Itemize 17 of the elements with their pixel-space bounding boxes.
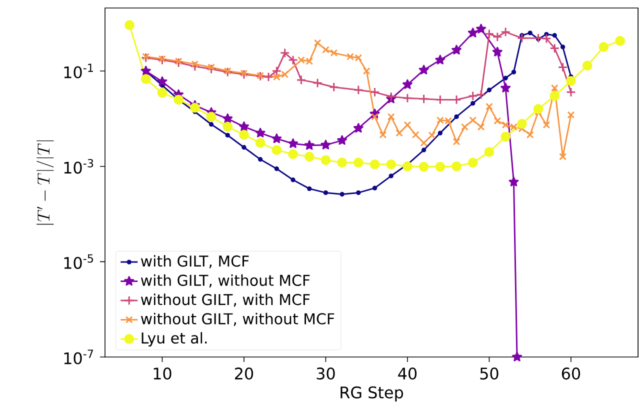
legend-label: with GILT, without MCF (140, 274, 310, 288)
x-tick-label: 30 (316, 368, 335, 380)
x-axis-title: RG Step (340, 386, 404, 402)
y-tick-label: 10$^{-1}$ (64, 64, 93, 78)
x-tick-label: 40 (398, 368, 417, 380)
legend-label: without GILT, with MCF (140, 294, 310, 307)
legend-label: Lyu et al. (142, 332, 207, 347)
x-tick-label: 60 (562, 368, 580, 380)
x-tick-label: 10 (154, 368, 172, 380)
legend-label: with GILT, MCF (140, 255, 249, 268)
x-tick-label: 20 (235, 368, 254, 380)
legend-label: without GILT, without MCF (140, 312, 334, 326)
y-tick-label: 10$^{-5}$ (64, 254, 94, 269)
y-tick-label: 10$^{-7}$ (64, 350, 94, 364)
y-axis-title: $|T^\prime - T|/|T|$ (36, 140, 54, 225)
y-tick-label: 10$^{-3}$ (64, 158, 94, 174)
x-tick-label: 50 (480, 368, 498, 380)
